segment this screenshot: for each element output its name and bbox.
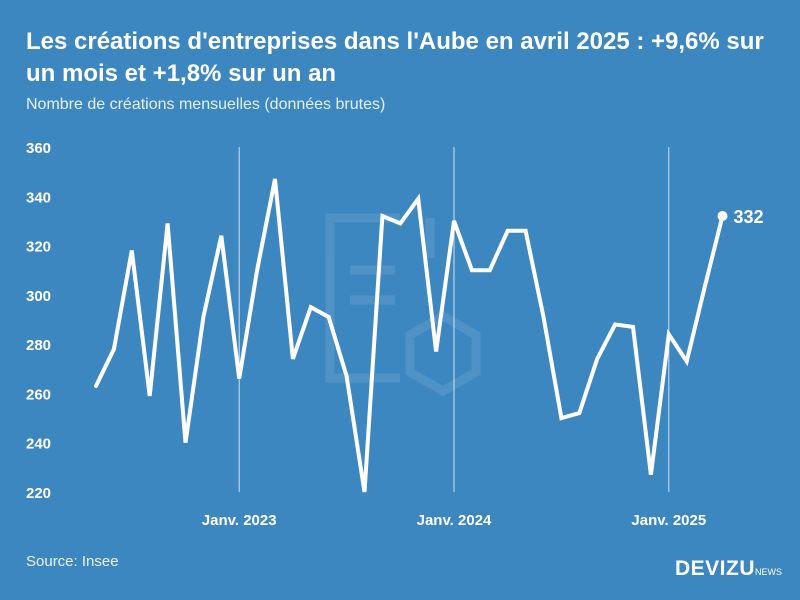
brand-name: DEVIZU (674, 557, 755, 580)
x-tick-label: Janv. 2024 (417, 512, 492, 529)
y-tick-label: 360 (26, 140, 51, 157)
y-tick-label: 240 (26, 436, 51, 453)
chart-title: Les créations d'entreprises dans l'Aube … (26, 28, 764, 87)
y-tick-label: 280 (26, 337, 51, 354)
x-tick-label: Janv. 2023 (202, 512, 277, 529)
y-tick-label: 320 (26, 239, 51, 256)
source-note: Source: Insee (26, 553, 119, 570)
y-tick-label: 340 (26, 189, 51, 206)
x-tick-label: Janv. 2025 (631, 512, 706, 529)
series-line (94, 178, 725, 493)
brand-suffix: NEWS (755, 567, 782, 577)
chart-subtitle: Nombre de créations mensuelles (données … (26, 96, 386, 113)
data-point (717, 211, 728, 221)
y-tick-label: 300 (26, 288, 51, 305)
y-tick-label: 220 (26, 485, 51, 502)
y-tick-label: 260 (26, 386, 51, 403)
brand-logo: DEVIZUNEWS (675, 557, 782, 581)
watermark-logo (325, 213, 481, 397)
end-value-label: 332 (734, 207, 764, 227)
